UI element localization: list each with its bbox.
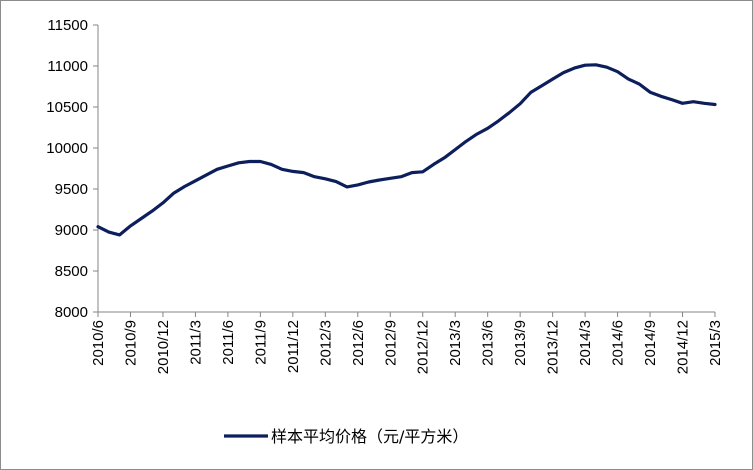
legend: 样本平均价格（元/平方米） — [224, 427, 468, 446]
series-line — [96, 63, 717, 237]
y-tick-label: 10500 — [46, 99, 88, 116]
x-tick-label: 2014/3 — [577, 320, 594, 366]
x-tick-label: 2011/12 — [285, 320, 302, 373]
y-tick-label: 9500 — [55, 181, 88, 198]
x-tick-label: 2012/9 — [382, 320, 399, 366]
y-tick-labels: 8000 8500 9000 9500 10000 10500 11000 11500 — [46, 17, 88, 321]
x-tick-label: 2014/12 — [675, 320, 692, 374]
x-tick-label: 2010/9 — [122, 320, 139, 366]
x-tick-label: 2012/12 — [415, 320, 432, 374]
x-tick-label: 2013/3 — [447, 320, 464, 366]
x-tick-label: 2013/9 — [512, 320, 529, 366]
x-tick-label: 2013/6 — [480, 320, 497, 366]
x-tick-label: 2012/3 — [317, 320, 334, 366]
legend-label: 样本平均价格（元/平方米） — [271, 427, 468, 446]
y-tick-label: 9000 — [55, 222, 88, 239]
x-tick-label: 2011/3 — [187, 320, 204, 365]
y-tick-label: 11500 — [47, 17, 88, 34]
y-tick-label: 10000 — [46, 140, 88, 157]
x-tick-label: 2011/9 — [252, 320, 269, 365]
axes — [93, 24, 716, 317]
x-tick-label: 2013/12 — [545, 320, 562, 374]
y-tick-label: 11000 — [47, 58, 88, 75]
x-tick-label: 2014/9 — [642, 320, 659, 366]
y-tick-label: 8000 — [55, 304, 88, 321]
x-tick-label: 2010/6 — [90, 320, 107, 366]
y-tick-label: 8500 — [55, 263, 88, 280]
x-tick-label: 2015/3 — [707, 320, 724, 366]
x-tick-labels: 2010/6 2010/9 2010/12 2011/3 2011/6 2011/9 201… — [90, 320, 724, 374]
x-tick-label: 2012/6 — [350, 320, 367, 366]
x-tick-label: 2014/6 — [610, 320, 627, 366]
x-tick-label: 2010/12 — [155, 320, 172, 374]
x-tick-label: 2011/6 — [220, 320, 237, 365]
